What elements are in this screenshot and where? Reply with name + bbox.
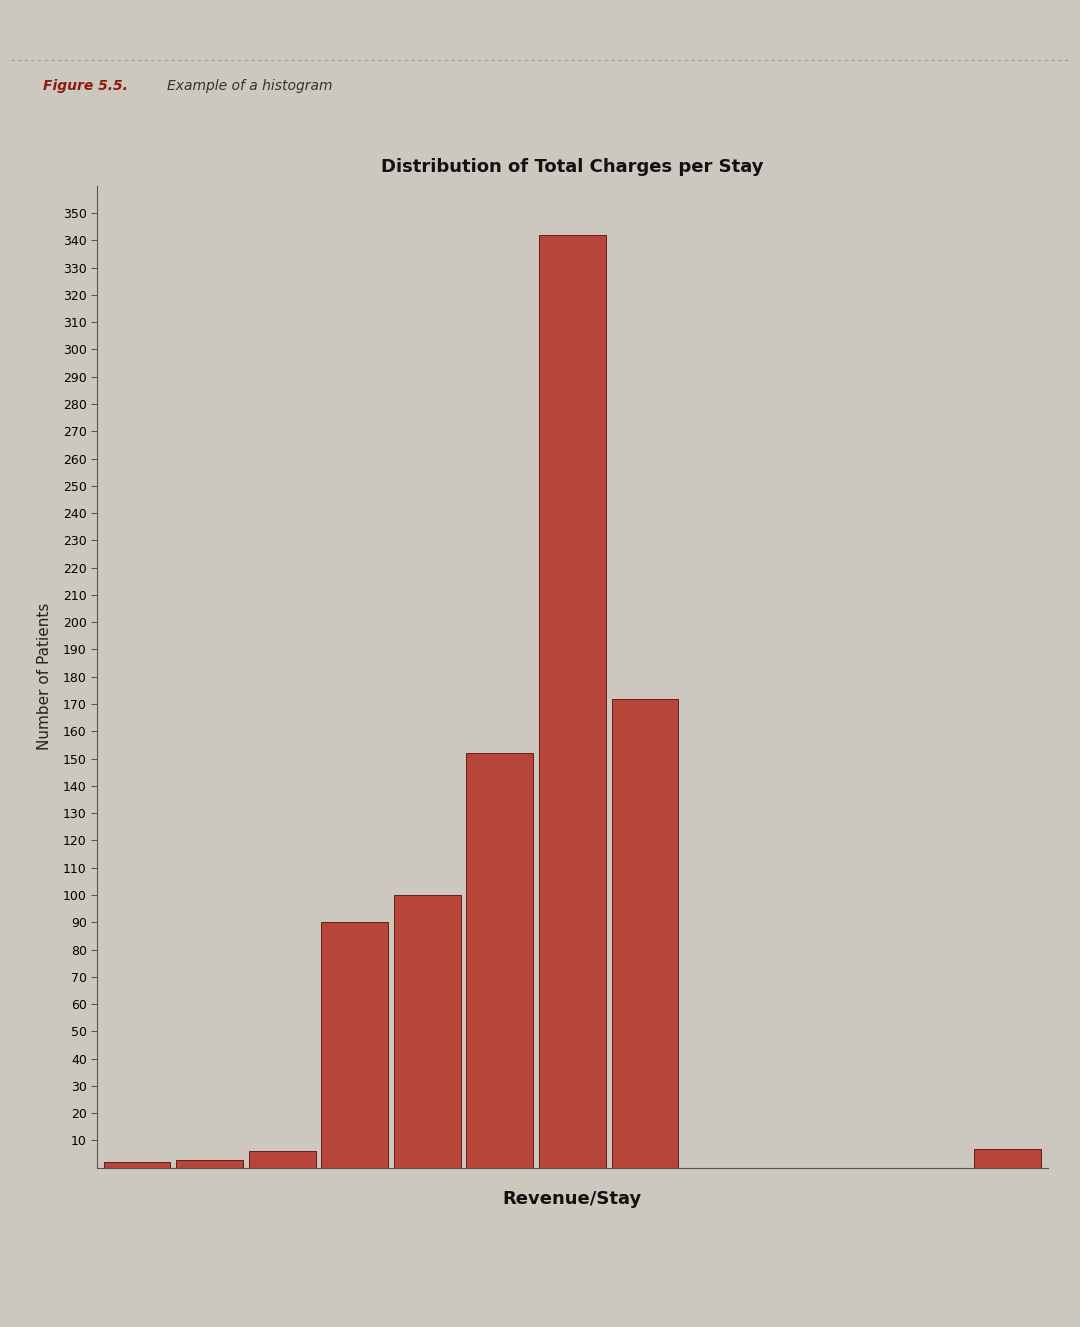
Bar: [394, 894, 461, 1168]
Bar: [467, 754, 534, 1168]
Bar: [611, 698, 678, 1168]
Bar: [176, 1160, 243, 1168]
Bar: [248, 1152, 315, 1168]
Text: Example of a histogram: Example of a histogram: [167, 80, 333, 93]
Text: Figure 5.5.: Figure 5.5.: [43, 80, 129, 93]
Bar: [974, 1149, 1041, 1168]
Title: Distribution of Total Charges per Stay: Distribution of Total Charges per Stay: [381, 158, 764, 176]
Bar: [104, 1162, 171, 1168]
Bar: [539, 235, 606, 1168]
X-axis label: Revenue/Stay: Revenue/Stay: [503, 1190, 642, 1208]
Bar: [322, 922, 388, 1168]
Y-axis label: Number of Patients: Number of Patients: [37, 602, 52, 751]
